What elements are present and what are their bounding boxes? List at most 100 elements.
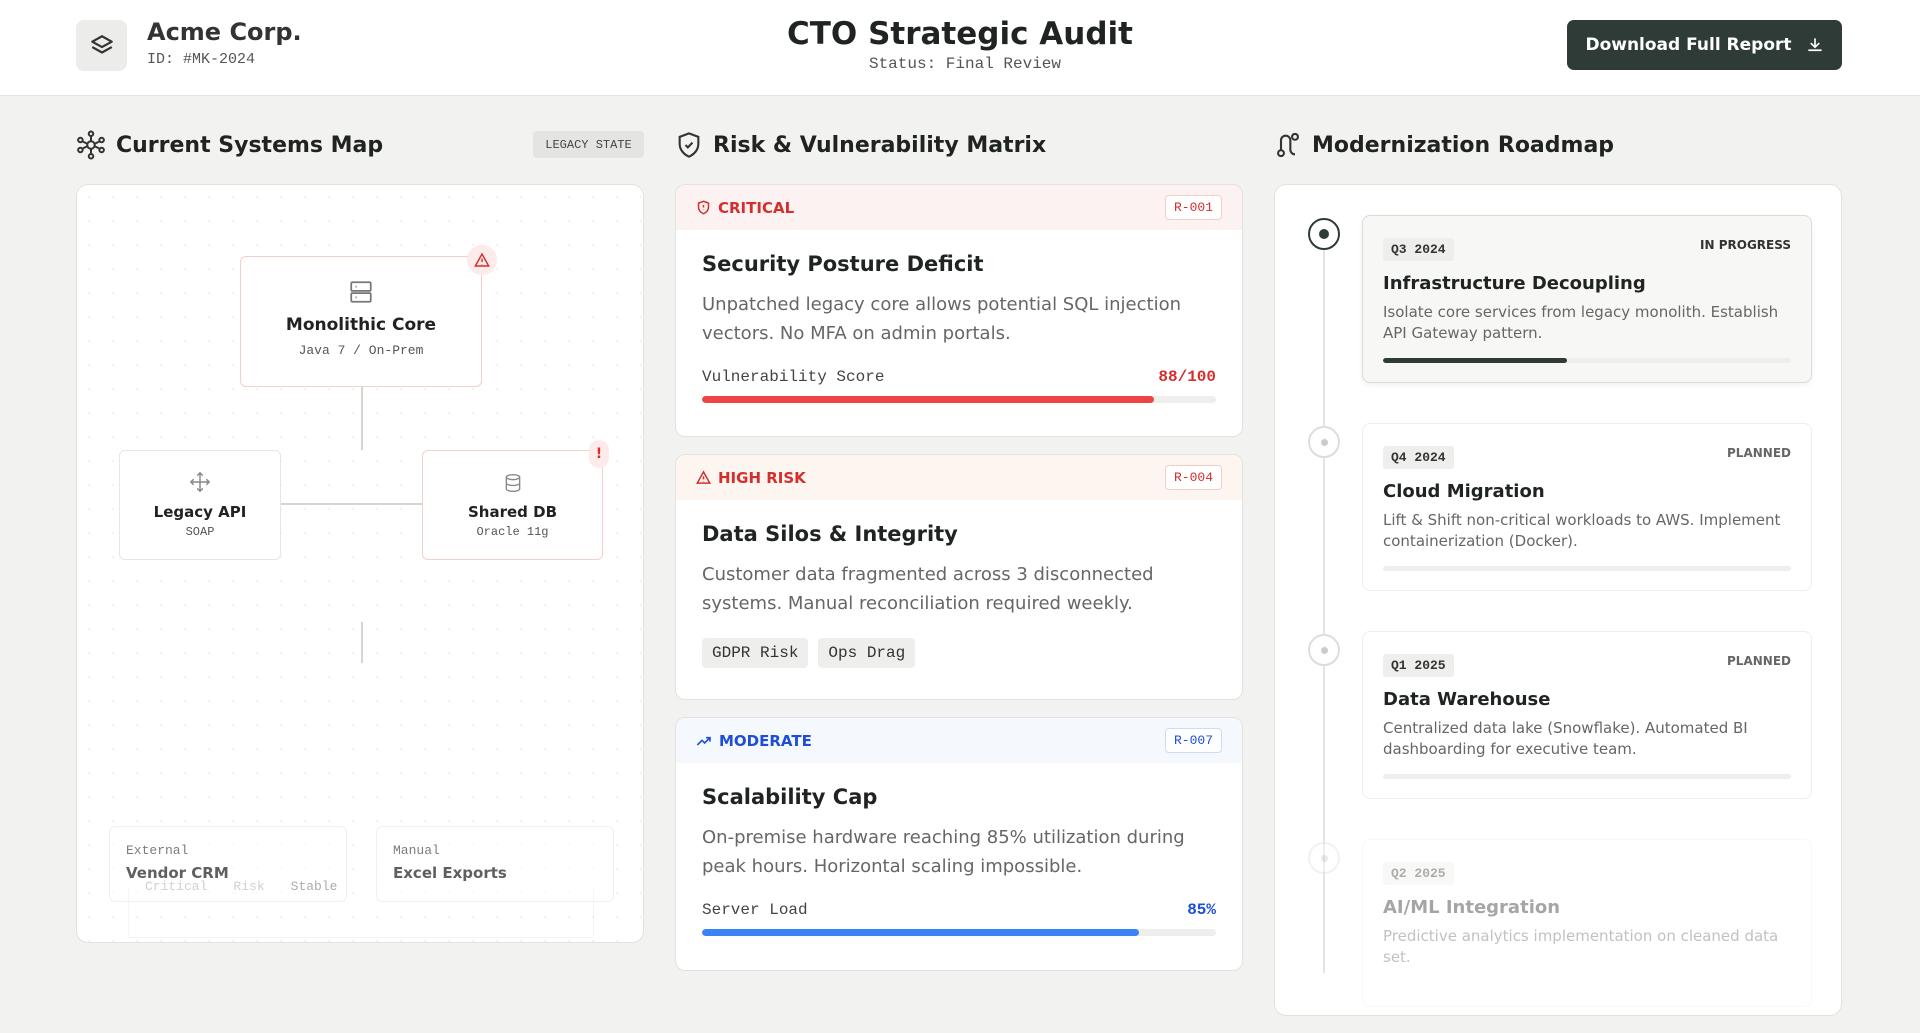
kind: External	[126, 843, 189, 858]
external-node: Manual Excel Exports	[376, 826, 614, 902]
kind: Manual	[393, 843, 440, 858]
timeline-dot	[1308, 218, 1340, 250]
roadmap-card: Q3 2024 IN PROGRESS Infrastructure Decoup…	[1362, 215, 1812, 383]
progress-track	[1383, 358, 1791, 363]
node-sub: Java 7 / On-Prem	[298, 343, 424, 358]
title: Risk & Vulnerability Matrix	[713, 132, 1047, 158]
tag: Ops Drag	[818, 638, 916, 668]
bar	[702, 396, 1155, 403]
tag: GDPR Risk	[702, 638, 809, 668]
external-node: External Vendor CRM	[109, 826, 347, 902]
node-sub: Oracle 11g	[476, 525, 549, 539]
status: Status: Final Review	[868, 55, 1061, 73]
card-title: Data Warehouse	[1383, 689, 1551, 710]
metric-value: 85%	[1187, 901, 1216, 919]
progress-track	[1383, 566, 1791, 571]
progress-track	[1383, 774, 1791, 779]
logo	[76, 20, 127, 71]
section-title: Modernization Roadmap	[1274, 128, 1614, 162]
title: Modernization Roadmap	[1312, 132, 1615, 158]
card-description: Lift & Shift non-critical workloads to A…	[1383, 511, 1781, 550]
connector	[361, 387, 363, 450]
card-description: Isolate core services from legacy monoli…	[1383, 303, 1779, 342]
legend-item: Stable	[290, 879, 338, 894]
button-label: Download Full Report	[1585, 35, 1792, 55]
roadmap-card: Q4 2024 PLANNED Cloud Migration Lift & Sh…	[1362, 423, 1812, 591]
alert-icon	[467, 245, 497, 275]
node: Monolithic Core Java 7 / On-Prem	[240, 256, 482, 387]
node-label: Shared DB	[467, 503, 558, 521]
quarter: Q1 2025	[1383, 654, 1454, 677]
connector	[361, 622, 363, 663]
card-description: Centralized data lake (Snowflake). Autom…	[1383, 719, 1748, 758]
metric-label: Vulnerability Score	[702, 368, 885, 386]
risk-card: MODERATE R-007 Scalability Cap On-premise…	[675, 717, 1243, 971]
header: Acme Corp. ID: #MK-2024 CTO Strategic Au…	[0, 0, 1920, 96]
timeline-dot	[1308, 634, 1340, 666]
page-title: CTO Strategic Audit	[787, 16, 1133, 52]
roadmap-card: Q2 2025 AI/ML Integration Predictive ana…	[1362, 839, 1812, 1007]
risk-id: R-007	[1164, 728, 1222, 753]
badge: LEGACY STATE	[533, 131, 644, 158]
label: Vendor CRM	[126, 864, 229, 882]
company-id: ID: #MK-2024	[147, 51, 256, 68]
metric: Vulnerability Score 88/100	[702, 368, 1216, 386]
roadmap-card: Q1 2025 PLANNED Data Warehouse Centralize…	[1362, 631, 1812, 799]
card-description: Unpatched legacy core allows potential S…	[702, 294, 1181, 344]
risk-id: R-004	[1164, 465, 1222, 490]
legend: Critical Risk Stable	[128, 879, 594, 938]
risk-id: R-001	[1164, 195, 1222, 220]
timeline-dot	[1308, 426, 1340, 458]
section-title: Current Systems Map	[76, 128, 383, 162]
quarter: Q4 2024	[1383, 446, 1454, 469]
alert-flag: !	[589, 440, 609, 468]
risk-card: CRITICAL R-001 Security Posture Deficit U…	[675, 184, 1243, 437]
quarter: Q2 2025	[1383, 862, 1454, 885]
quarter: Q3 2024	[1383, 238, 1454, 261]
level: MODERATE	[719, 731, 812, 750]
connector	[280, 503, 422, 505]
metric-label: Server Load	[702, 901, 808, 919]
legend-item: Critical	[145, 879, 208, 894]
card-title: Scalability Cap	[702, 785, 878, 809]
metric-value: 88/100	[1158, 368, 1216, 386]
systems-map: Monolithic Core Java 7 / On-Prem Legacy …	[76, 184, 644, 943]
bar-track	[702, 396, 1216, 403]
node-sub: SOAP	[185, 525, 215, 539]
node: Shared DB Oracle 11g	[422, 450, 603, 560]
bar	[702, 929, 1139, 936]
label: Excel Exports	[393, 864, 507, 882]
card-description: Predictive analytics implementation on c…	[1383, 927, 1779, 966]
download-button[interactable]: Download Full Report	[1567, 20, 1842, 70]
level: HIGH RISK	[718, 468, 806, 487]
card-header: CRITICAL R-001	[676, 185, 1242, 230]
level: CRITICAL	[718, 198, 795, 217]
card-header: MODERATE R-007	[676, 718, 1242, 763]
timeline-dot	[1308, 842, 1340, 874]
roadmap: Q3 2024 IN PROGRESS Infrastructure Decoup…	[1274, 184, 1842, 1016]
node-label: Monolithic Core	[285, 315, 437, 335]
legend-item: Risk	[233, 879, 265, 894]
section-title: Risk & Vulnerability Matrix	[675, 128, 1046, 162]
node-label: Legacy API	[153, 503, 247, 521]
status: PLANNED	[1727, 446, 1791, 460]
card-title: Cloud Migration	[1383, 481, 1545, 502]
card-title: Data Silos & Integrity	[702, 522, 958, 546]
bar-track	[702, 929, 1216, 936]
company: Acme Corp.	[147, 18, 302, 46]
card-header: HIGH RISK R-004	[676, 455, 1242, 500]
progress-bar	[1383, 358, 1567, 363]
metric: Server Load 85%	[702, 901, 1216, 919]
status: IN PROGRESS	[1700, 238, 1791, 252]
risk-card: HIGH RISK R-004 Data Silos & Integrity Cu…	[675, 454, 1243, 700]
card-title: Security Posture Deficit	[702, 252, 984, 276]
node: Legacy API SOAP	[119, 450, 281, 560]
card-title: Infrastructure Decoupling	[1383, 273, 1646, 294]
card-title: AI/ML Integration	[1383, 897, 1561, 918]
tags: GDPR Risk Ops Drag	[702, 638, 1216, 668]
title: Current Systems Map	[116, 132, 384, 158]
card-description: On-premise hardware reaching 85% utiliza…	[702, 827, 1185, 877]
card-description: Customer data fragmented across 3 discon…	[702, 564, 1154, 614]
